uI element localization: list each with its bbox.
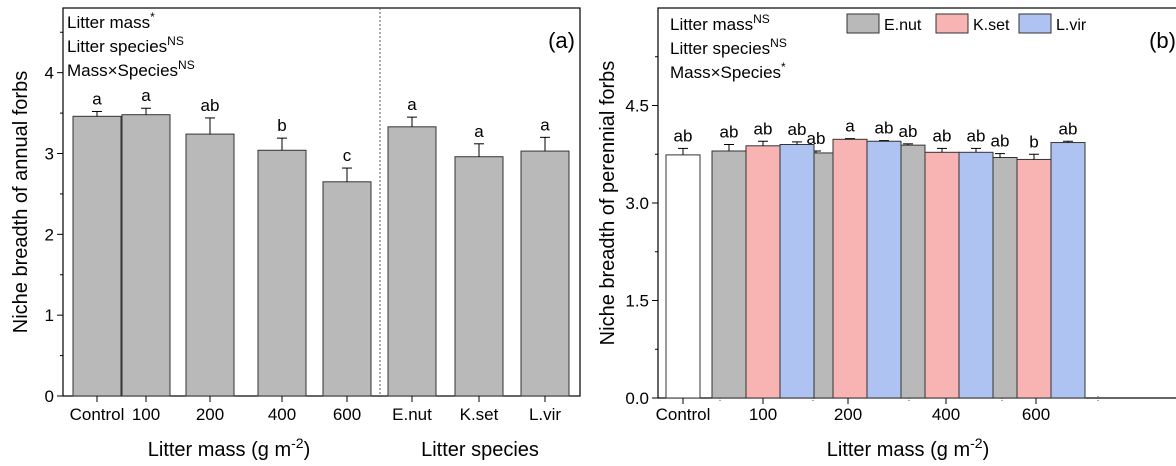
significance-letter: ab xyxy=(807,129,826,148)
significance-letter: ab xyxy=(674,126,693,145)
panel-a-xtick-label: K.set xyxy=(460,405,499,424)
panel-b-ytick-label: 1.5 xyxy=(625,292,649,311)
legend-swatch-e-nut xyxy=(846,13,880,34)
panel-b-xtick-label: 400 xyxy=(932,405,960,424)
panel-a-ylabel: Niche breadth of annual forbs xyxy=(10,71,32,333)
bar-k-set xyxy=(1016,158,1052,399)
panel-b-ytick-label: 3.0 xyxy=(625,194,649,213)
panel-a-label: (a) xyxy=(548,28,575,53)
bar-annual xyxy=(454,156,504,397)
panel-a-xtick-label: 400 xyxy=(268,405,296,424)
panel-b-xtick-label: 200 xyxy=(834,405,862,424)
bar-annual xyxy=(387,126,437,397)
stats-text-b: Litter massNS xyxy=(670,12,770,34)
significance-letter: ab xyxy=(788,120,807,139)
panel-b-ylabel: Niche breadth of perennial forbs xyxy=(597,61,619,346)
panel-a-xtick-label: E.nut xyxy=(392,405,432,424)
significance-letter: ab xyxy=(720,123,739,142)
bar-l-vir xyxy=(1050,142,1086,399)
bar-k-set xyxy=(924,151,960,399)
panel-b-ytick-label: 0.0 xyxy=(625,389,649,408)
panel-b-xtick-label: 600 xyxy=(1022,405,1050,424)
panel-a-ytick-label: 3 xyxy=(45,145,54,164)
stats-text-a: Mass×SpeciesNS xyxy=(67,58,195,80)
panel-a-xtick-label: 100 xyxy=(132,405,160,424)
significance-letter: ab xyxy=(967,126,986,145)
bar-annual xyxy=(257,149,307,397)
significance-letter: ab xyxy=(933,126,952,145)
significance-letter: ab xyxy=(754,119,773,138)
panel-a-xtick-label: 600 xyxy=(333,405,361,424)
significance-letter: a xyxy=(474,122,484,141)
panel-a-ytick-label: 0 xyxy=(45,387,54,406)
panel-a-xtick-label: Control xyxy=(70,405,125,424)
bar-l-vir xyxy=(866,140,902,399)
stats-text-b: Mass×Species* xyxy=(670,60,786,82)
bar-control xyxy=(665,154,701,399)
legend-swatch-l-vir xyxy=(1018,13,1052,34)
legend-label: K.set xyxy=(973,17,1010,34)
stats-text-a: Litter mass* xyxy=(67,10,155,32)
significance-letter: ab xyxy=(201,96,220,115)
significance-letter: a xyxy=(141,86,151,105)
bar-annual xyxy=(121,114,171,397)
bar-l-vir xyxy=(779,144,815,399)
significance-letter: ab xyxy=(991,132,1010,151)
panel-b-xtick-label: Control xyxy=(656,405,711,424)
significance-letter: ab xyxy=(899,122,918,141)
xlabel-litter-mass: Litter mass (g m-2) xyxy=(148,435,310,461)
panel-b-ytick-label: 4.5 xyxy=(625,97,649,116)
bar-annual xyxy=(322,181,372,397)
significance-letter: c xyxy=(343,146,352,165)
significance-letter: b xyxy=(277,116,286,135)
bar-k-set xyxy=(832,138,868,399)
significance-letter: a xyxy=(407,95,417,114)
legend-swatch-k-set xyxy=(935,13,969,34)
bar-l-vir xyxy=(958,151,994,399)
panel-b-xlabel: Litter mass (g m-2) xyxy=(827,435,989,461)
legend-label: E.nut xyxy=(884,17,922,34)
significance-letter: a xyxy=(540,115,550,134)
stats-text-b: Litter speciesNS xyxy=(670,36,787,58)
panel-a-ytick-label: 2 xyxy=(45,225,54,244)
legend-label: L.vir xyxy=(1056,17,1087,34)
bar-annual xyxy=(520,150,570,397)
panel-a-ytick-label: 4 xyxy=(45,64,54,83)
significance-letter: a xyxy=(92,89,102,108)
significance-letter: ab xyxy=(1059,119,1078,138)
significance-letter: b xyxy=(1029,132,1038,151)
bar-e-nut xyxy=(711,150,747,399)
significance-letter: ab xyxy=(875,119,894,138)
panel-a-frame xyxy=(62,7,581,397)
panel-b-xtick-label: 100 xyxy=(749,405,777,424)
bar-annual xyxy=(185,133,235,397)
panel-a-xtick-label: L.vir xyxy=(529,405,561,424)
significance-letter: a xyxy=(845,117,855,136)
panel-a-xtick-label: 200 xyxy=(196,405,224,424)
xlabel-litter-species: Litter species xyxy=(421,439,539,461)
bar-annual xyxy=(72,115,122,397)
bar-k-set xyxy=(745,145,781,399)
panel-b-label: (b) xyxy=(1149,28,1176,53)
panel-a-ytick-label: 1 xyxy=(45,306,54,325)
stats-text-a: Litter speciesNS xyxy=(67,34,184,56)
